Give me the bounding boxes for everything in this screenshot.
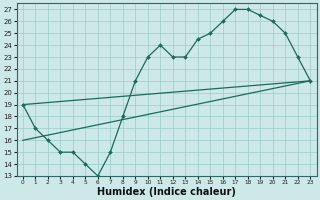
- X-axis label: Humidex (Indice chaleur): Humidex (Indice chaleur): [97, 187, 236, 197]
